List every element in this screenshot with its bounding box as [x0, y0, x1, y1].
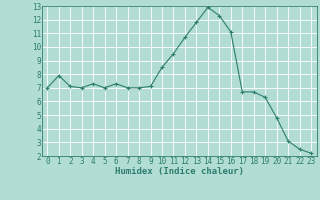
X-axis label: Humidex (Indice chaleur): Humidex (Indice chaleur) [115, 167, 244, 176]
